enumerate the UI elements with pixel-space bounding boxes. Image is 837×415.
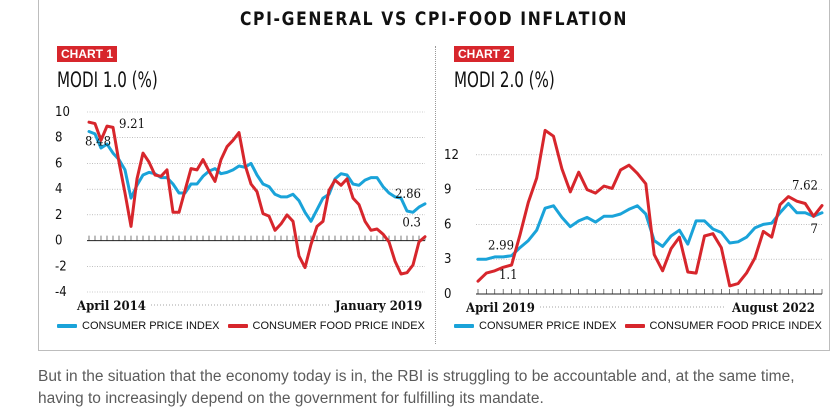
legend-item-food: CONSUMER FOOD PRICE INDEX (227, 320, 425, 332)
chart-subtitle: MODI 2.0 (%) (454, 68, 555, 92)
y-tick-label: -4 (55, 285, 67, 300)
x-start-label: April 2019 (465, 301, 535, 315)
data-label: 8.48 (85, 135, 111, 150)
legend-swatch-cpi (57, 324, 77, 329)
chart-badge: CHART 2 (454, 46, 515, 62)
chart-panel-1: CHART 1 MODI 1.0 (%) 10 8 6 4 2 0 -2 -4 April 20… (39, 40, 434, 348)
data-label: 7.62 (792, 179, 818, 194)
article-caption: But in the situation that the economy to… (38, 368, 795, 407)
y-tick-label: 4 (55, 182, 62, 197)
legend-swatch-cpi (454, 324, 474, 329)
y-tick-label: 10 (55, 105, 70, 120)
y-tick-label: 6 (444, 217, 451, 232)
legend: CONSUMER PRICE INDEX CONSUMER FOOD PRICE … (57, 320, 433, 332)
y-tick-label: 9 (444, 183, 451, 198)
main-title: CPI-GENERAL VS CPI-FOOD INFLATION (239, 8, 629, 30)
data-label: 9.21 (119, 117, 145, 132)
series-line-food (87, 120, 427, 276)
line-chart-1: 10 8 6 4 2 0 -2 -4 April 2014 January 2019 8.48 2.8… (55, 105, 427, 314)
y-tick-label: 3 (444, 252, 451, 267)
y-tick-label: 0 (55, 234, 62, 249)
y-tick-label: 12 (444, 148, 459, 163)
data-label: 0.3 (402, 216, 421, 231)
series-line-food (476, 128, 824, 288)
series-line-cpi (87, 130, 427, 223)
y-tick-label: 6 (55, 156, 62, 171)
figure-frame: CPI-GENERAL VS CPI-FOOD INFLATION CHART … (38, 0, 830, 351)
data-label: 1.1 (499, 268, 518, 283)
chart-badge: CHART 1 (57, 46, 118, 62)
legend-swatch-food (624, 324, 645, 329)
y-tick-label: 2 (55, 208, 62, 223)
legend-label: CONSUMER FOOD PRICE INDEX (649, 320, 822, 332)
legend-swatch-food (227, 324, 248, 329)
legend-label: CONSUMER PRICE INDEX (82, 320, 220, 332)
legend-label: CONSUMER FOOD PRICE INDEX (252, 320, 425, 332)
data-label: 2.86 (395, 187, 421, 202)
chart-subtitle: MODI 1.0 (%) (57, 68, 158, 92)
legend-item-cpi: CONSUMER PRICE INDEX (454, 320, 617, 332)
panel-divider (435, 46, 436, 344)
x-end-label: August 2022 (731, 301, 815, 315)
legend: CONSUMER PRICE INDEX CONSUMER FOOD PRICE … (454, 320, 830, 332)
data-label: 7 (811, 222, 818, 237)
y-tick-label: -2 (55, 259, 67, 274)
legend-item-cpi: CONSUMER PRICE INDEX (57, 320, 220, 332)
chart-panel-2: CHART 2 MODI 2.0 (%) 12 9 6 3 0 April 2019 Aug… (436, 40, 831, 348)
legend-label: CONSUMER PRICE INDEX (479, 320, 617, 332)
x-end-label: January 2019 (334, 299, 422, 314)
y-tick-label: 0 (444, 287, 451, 302)
x-start-label: April 2014 (76, 299, 146, 314)
y-tick-label: 8 (55, 131, 62, 146)
legend-item-food: CONSUMER FOOD PRICE INDEX (624, 320, 822, 332)
data-label: 2.99 (488, 238, 514, 253)
line-chart-2: 12 9 6 3 0 April 2019 August 2022 2.99 7 1.1 7.62 (444, 128, 824, 315)
